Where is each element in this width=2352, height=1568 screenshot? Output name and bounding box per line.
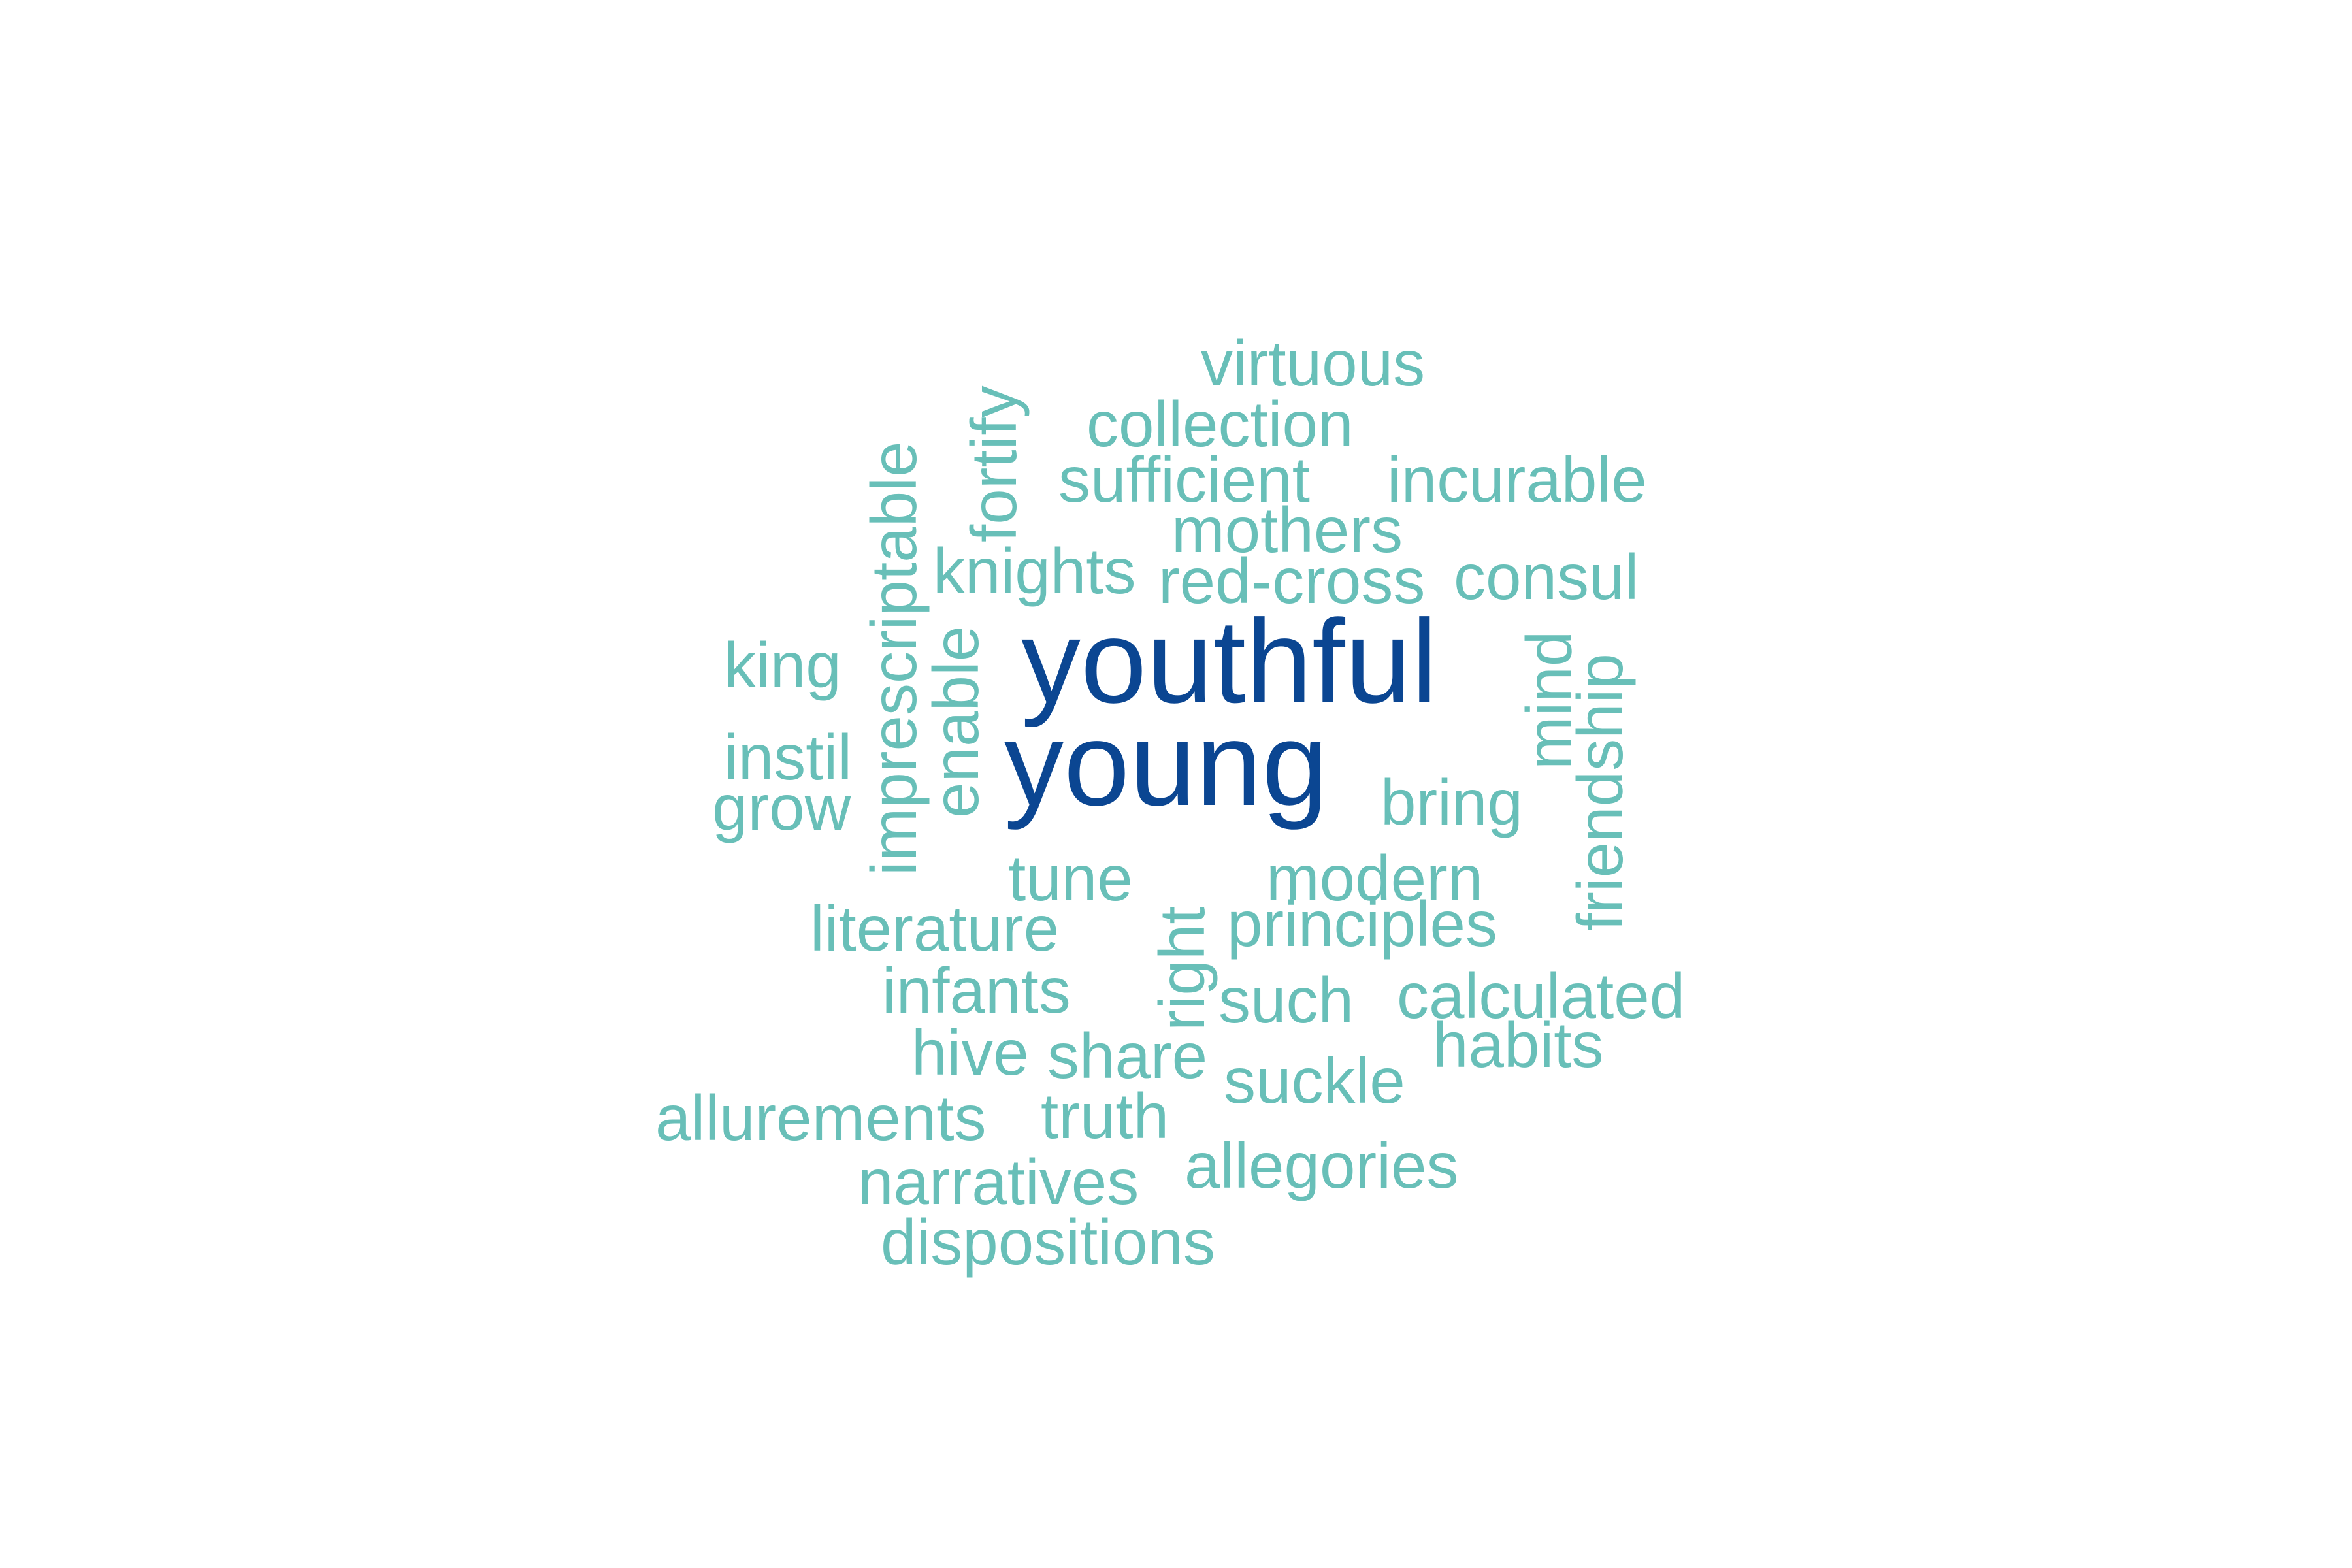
word-virtuous: virtuous	[1201, 327, 1425, 399]
word-narratives: narratives	[858, 1146, 1139, 1218]
word-youthful: youthful	[1021, 595, 1437, 728]
word-mothers: mothers	[1171, 494, 1403, 566]
word-tune: tune	[1008, 842, 1133, 914]
word-literature: literature	[810, 892, 1059, 964]
word-instil: instil	[724, 721, 852, 793]
word-dispositions: dispositions	[881, 1206, 1215, 1278]
word-habits: habits	[1433, 1009, 1604, 1081]
word-calculated: calculated	[1397, 960, 1685, 1032]
word-share: share	[1047, 1020, 1207, 1092]
word-allurements: allurements	[655, 1082, 987, 1154]
word-collection: collection	[1086, 388, 1354, 460]
word-sufficient: sufficient	[1058, 444, 1310, 515]
word-king: king	[724, 629, 841, 701]
word-allegories: allegories	[1184, 1130, 1458, 1201]
word-truth: truth	[1041, 1080, 1169, 1152]
word-hive: hive	[911, 1017, 1029, 1088]
word-mind: mind	[1513, 631, 1585, 770]
word-right: right	[1146, 906, 1218, 1031]
word-suckle: suckle	[1224, 1045, 1405, 1117]
word-infants: infants	[882, 955, 1071, 1026]
word-modern: modern	[1266, 842, 1483, 914]
word-principles: principles	[1227, 888, 1497, 960]
word-incurable: incurable	[1387, 444, 1647, 515]
word-fortify: fortify	[958, 385, 1030, 542]
word-imprescriptable: imprescriptable	[858, 442, 930, 875]
word-bring: bring	[1380, 766, 1523, 838]
word-such: such	[1218, 964, 1354, 1036]
word-enable: enable	[920, 626, 992, 818]
word-red-cross: red-cross	[1158, 545, 1425, 617]
word-grow: grow	[712, 772, 852, 843]
word-consul: consul	[1454, 541, 1639, 613]
word-friendship: friendship	[1564, 653, 1636, 931]
word-knights: knights	[933, 535, 1136, 607]
word-young: young	[1004, 697, 1328, 830]
